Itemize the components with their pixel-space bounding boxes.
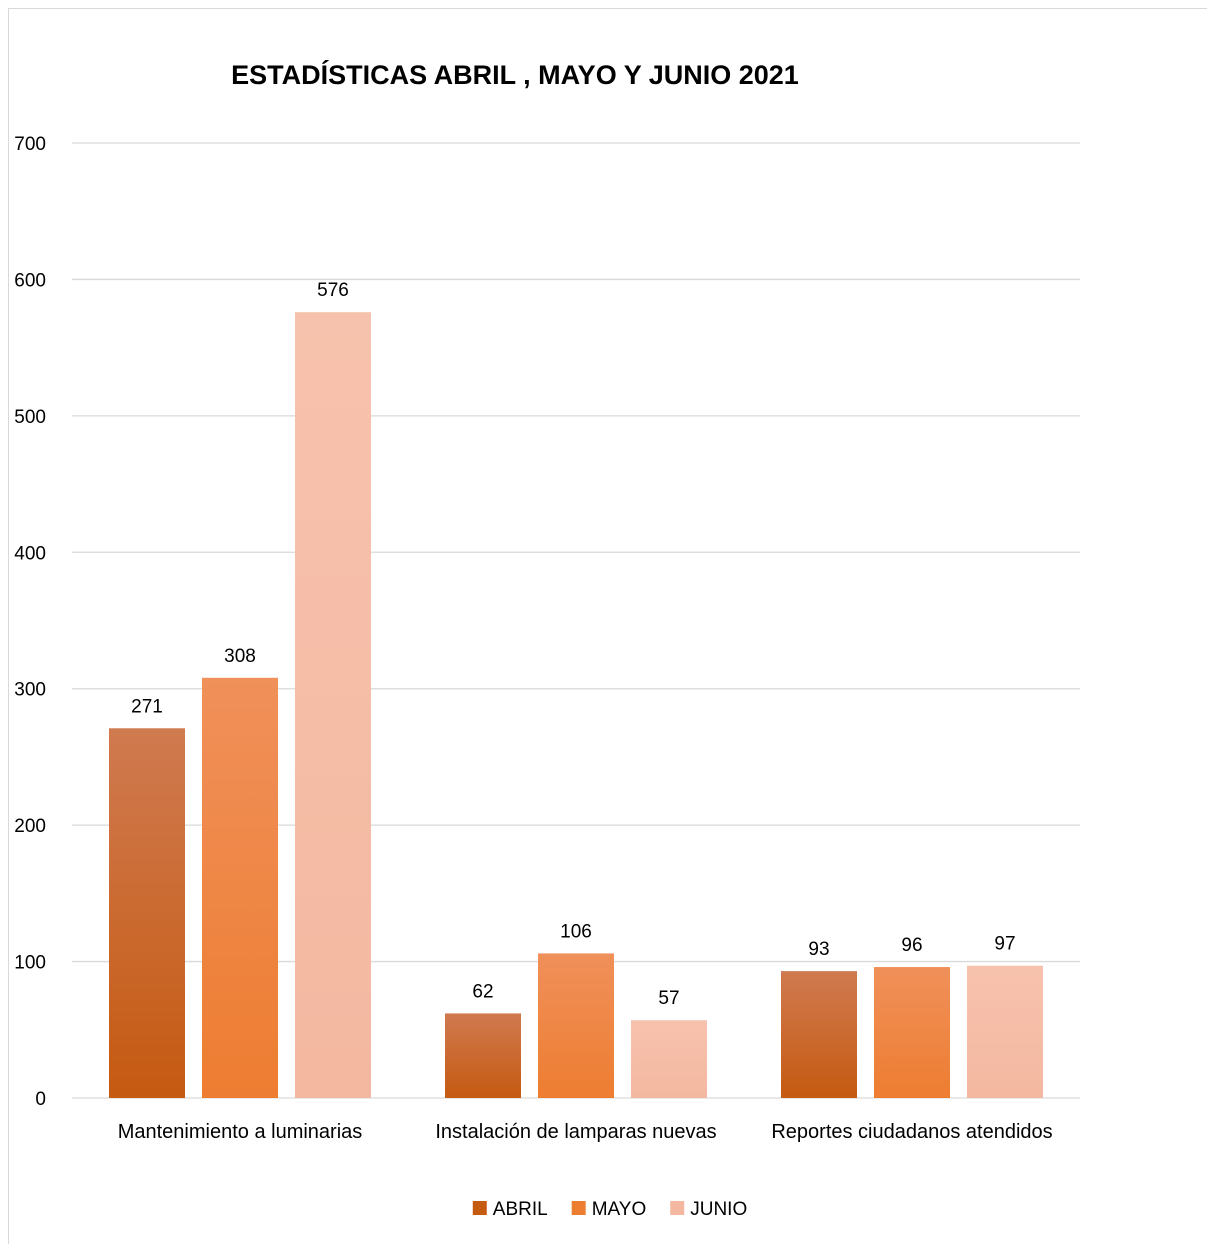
x-category-label: Mantenimiento a luminarias <box>118 1121 363 1143</box>
x-axis-categories: Mantenimiento a luminarias Instalación de… <box>118 1121 1053 1143</box>
data-label: 93 <box>808 939 829 960</box>
y-tick-label: 200 <box>14 816 46 837</box>
legend-label: JUNIO <box>690 1199 747 1220</box>
x-category-label: Reportes ciudadanos atendidos <box>771 1121 1052 1143</box>
bar-junio <box>631 1020 707 1098</box>
bar-junio <box>295 312 371 1099</box>
data-label: 57 <box>658 988 679 1009</box>
bars <box>109 312 1043 1099</box>
y-tick-label: 700 <box>14 134 46 155</box>
data-labels: 271 308 576 62 106 57 93 96 97 <box>131 280 1015 1009</box>
legend-label: MAYO <box>592 1199 647 1220</box>
legend-swatch-mayo <box>571 1201 586 1215</box>
data-label: 106 <box>560 921 592 942</box>
bar-junio <box>967 965 1043 1098</box>
y-tick-label: 500 <box>14 407 46 428</box>
data-label: 96 <box>901 935 922 956</box>
bar-abril <box>445 1013 521 1098</box>
y-axis-ticks: 0 100 200 300 400 500 600 700 <box>14 134 46 1110</box>
x-category-label: Instalación de lamparas nuevas <box>435 1121 716 1143</box>
y-tick-label: 100 <box>14 953 46 974</box>
chart-title: ESTADÍSTICAS ABRIL , MAYO Y JUNIO 2021 <box>231 59 799 90</box>
bar-mayo <box>202 677 278 1098</box>
data-label: 271 <box>131 696 163 717</box>
bar-abril <box>781 971 857 1098</box>
legend-label: ABRIL <box>493 1199 548 1220</box>
y-tick-label: 0 <box>35 1089 46 1110</box>
y-tick-label: 600 <box>14 270 46 291</box>
legend-swatch-abril <box>472 1201 487 1215</box>
y-tick-label: 400 <box>14 543 46 564</box>
data-label: 576 <box>317 280 349 301</box>
bar-mayo <box>874 967 950 1098</box>
data-label: 308 <box>224 646 256 667</box>
y-tick-label: 300 <box>14 680 46 701</box>
data-label: 97 <box>994 934 1015 955</box>
bar-mayo <box>538 953 614 1098</box>
legend: ABRIL MAYO JUNIO <box>472 1199 747 1220</box>
bar-abril <box>109 728 185 1098</box>
legend-swatch-junio <box>670 1201 685 1215</box>
data-label: 62 <box>472 981 493 1002</box>
